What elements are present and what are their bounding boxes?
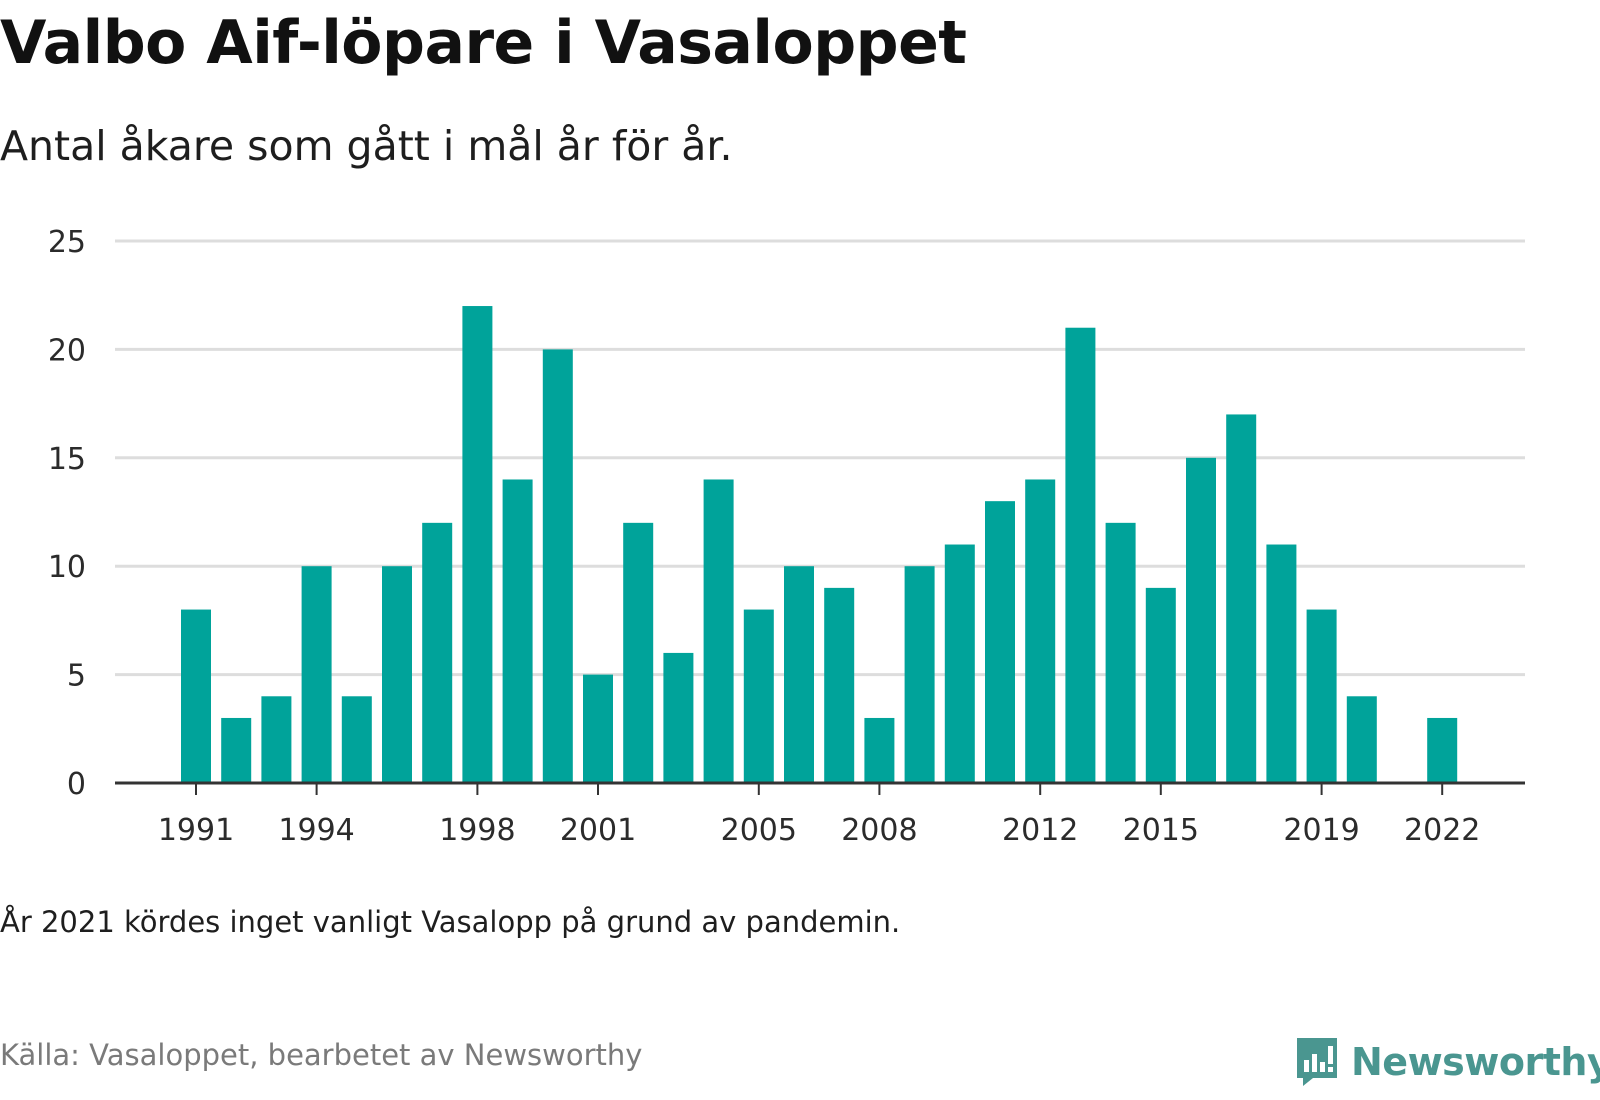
newsworthy-bar-chart-logo-icon — [1297, 1038, 1337, 1086]
x-tick-label: 1998 — [439, 813, 515, 848]
bar-1999 — [502, 479, 533, 783]
y-tick-label: 5 — [67, 659, 86, 694]
x-tick-label: 2008 — [841, 813, 917, 848]
bar-2019 — [1306, 609, 1337, 783]
x-tick-label: 1994 — [278, 813, 354, 848]
bar-2016 — [1186, 457, 1216, 783]
bar-2002 — [623, 522, 654, 783]
bar-1993 — [261, 696, 292, 783]
y-tick-label: 10 — [48, 550, 86, 585]
y-tick-label: 20 — [48, 333, 86, 368]
bar-2003 — [663, 652, 694, 783]
bar-2010 — [944, 544, 975, 783]
bar-2004 — [703, 479, 734, 783]
chart-title: Valbo Aif-löpare i Vasaloppet — [0, 8, 967, 78]
bars — [181, 306, 1458, 783]
bar-1996 — [382, 566, 412, 783]
bar-2009 — [904, 566, 935, 783]
bar-2005 — [743, 609, 774, 783]
x-tick-label: 2022 — [1404, 813, 1480, 848]
y-tick-label: 25 — [48, 225, 86, 260]
bar-1995 — [341, 696, 372, 783]
bar-2014 — [1105, 522, 1136, 783]
bar-2013 — [1065, 327, 1096, 783]
bar-2001 — [583, 674, 613, 783]
x-tick-label: 2005 — [721, 813, 797, 848]
bar-1997 — [422, 522, 453, 783]
bar-2012 — [1025, 479, 1056, 783]
bar-1994 — [301, 566, 332, 783]
axes: 0 5 10 15 20 25 1991 1994 1998 2001 2005 2008 2012 20… — [48, 225, 1525, 848]
chart-note: År 2021 kördes inget vanligt Vasalopp på… — [0, 905, 901, 939]
bar-2018 — [1266, 544, 1297, 783]
bar-2011 — [985, 501, 1015, 783]
bar-chart: 0 5 10 15 20 25 1991 1994 1998 2001 2005 2008 2012 20… — [48, 225, 1525, 848]
bar-1991 — [181, 609, 211, 783]
x-tick-label: 2001 — [560, 813, 636, 848]
bar-2015 — [1145, 587, 1176, 783]
bar-2022 — [1427, 717, 1458, 783]
source-text: Källa: Vasaloppet, bearbetet av Newswort… — [0, 1038, 643, 1072]
bar-2020 — [1346, 696, 1377, 783]
x-tick-label: 1991 — [158, 813, 234, 848]
bar-1998 — [462, 306, 493, 783]
newsworthy-logo: Newsworthy — [1293, 1036, 1600, 1088]
y-tick-label: 0 — [67, 767, 86, 802]
brand-name: Newsworthy — [1351, 1040, 1600, 1084]
bar-2000 — [542, 349, 573, 783]
x-tick-label: 2019 — [1283, 813, 1359, 848]
bar-2007 — [824, 587, 855, 783]
chart-subtitle: Antal åkare som gått i mål år för år. — [0, 122, 733, 170]
bar-2008 — [864, 717, 895, 783]
x-tick-label: 2012 — [1002, 813, 1078, 848]
x-tick-label: 2015 — [1123, 813, 1199, 848]
y-tick-label: 15 — [48, 442, 86, 477]
bar-2006 — [784, 566, 814, 783]
bar-1992 — [221, 717, 252, 783]
bar-2017 — [1226, 414, 1257, 783]
